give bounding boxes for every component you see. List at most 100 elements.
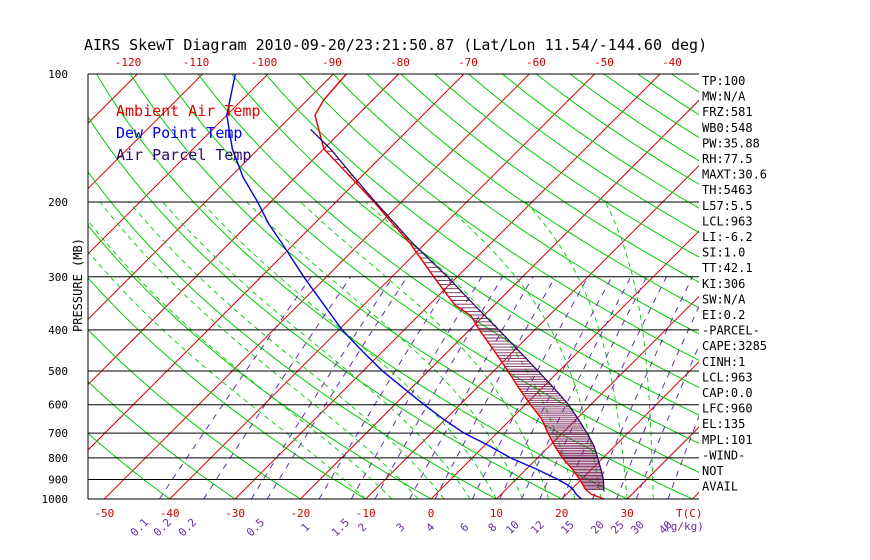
mixing-ratio-label: 1.5 [329,516,352,539]
legend-entry: Dew Point Temp [116,124,242,142]
stability-index-item: AVAIL [702,480,738,494]
mixing-ratio-label: 12 [528,518,547,537]
dry-adiabat-line [163,74,699,473]
top-temp-tick-label: -50 [594,56,614,69]
mixing-ratio-line [667,414,699,499]
isotherm-line [430,230,699,499]
moist-adiabat-line [364,201,576,499]
moist-adiabat-line [604,201,654,499]
mixing-ratio-line [203,276,352,499]
stability-index-item: MW:N/A [702,90,746,104]
stability-index-item: WB0:548 [702,121,753,135]
pressure-tick-label: 1000 [42,493,69,506]
moist-adiabat-line [99,201,419,499]
mixing-ratio-line [318,276,454,499]
mixing-ratio-line [499,276,613,499]
top-temp-tick-label: -90 [322,56,342,69]
stability-index-item: KI:306 [702,277,745,291]
dry-adiabat-line [88,432,171,499]
legend-entry: Ambient Air Temp [116,102,261,120]
mixing-ratio-label: 8 [486,521,500,535]
mixing-ratio-line [521,276,632,499]
stability-index-item: TH:5463 [702,183,753,197]
isotherm-line [88,74,399,386]
stability-index-item: L57:5.5 [702,199,753,213]
stability-index-item: LCL:963 [702,214,753,228]
bottom-temp-tick-label: 20 [555,507,568,520]
isotherm-line [626,426,699,499]
stability-index-item: TP:100 [702,74,745,88]
y-axis-title: PRESSURE (MB) [71,238,85,332]
mixing-ratio-line [374,276,503,499]
bottom-temp-tick-label: 30 [620,507,633,520]
mixing-ratio-line [250,276,394,499]
stability-index-item: NOT [702,464,724,478]
stability-index-item: MAXT:30.6 [702,168,767,182]
moist-adiabat-line [200,201,497,499]
isotherm-line [758,74,870,499]
dry-adiabat-line [88,329,301,499]
chart-title: AIRS SkewT Diagram 2010-09-20/23:21:50.8… [84,36,707,54]
isotherm-line [88,74,334,321]
stability-index-item: MPL:101 [702,433,753,447]
mixing-ratio-label: 10 [503,518,522,537]
moist-adiabat-line [525,201,628,499]
legend: Ambient Air Temp Dew Point Temp Air Parcel… [116,102,261,164]
stability-index-item: -WIND- [702,448,745,462]
mixing-ratio-label: 15 [558,518,577,537]
moist-adiabat-line [128,201,445,499]
dry-adiabat-line [400,74,699,283]
isotherm-line [0,74,7,499]
dry-adiabat-line [468,74,699,233]
isotherm-line [561,361,699,499]
pressure-tick-label: 900 [48,474,68,487]
mixing-ratio-label: 1 [299,521,313,535]
moist-adiabat-line [300,201,550,499]
bottom-temp-tick-label: -40 [160,507,180,520]
isotherm-line [365,165,699,499]
top-temp-tick-label: -80 [390,56,410,69]
dry-adiabat-line [129,74,693,499]
isotherm-line [300,99,699,499]
top-temp-tick-label: -120 [115,56,142,69]
bottom-temp-tick-label: 0 [428,507,435,520]
mixing-ratio-label: 4 [424,520,438,534]
mixing-ratio-line [350,276,483,499]
pressure-tick-label: 700 [48,427,68,440]
top-temp-tick-label: -100 [251,56,278,69]
stability-index-item: LFC:960 [702,402,753,416]
isotherm-line [234,74,661,499]
legend-entry: Air Parcel Temp [116,146,251,164]
pressure-tick-label: 300 [48,271,68,284]
dry-adiabat-line [88,380,236,499]
dry-adiabat-line [88,115,563,499]
pressure-tick-label: 500 [48,365,68,378]
profile-lines [226,74,605,499]
dry-adiabat-line [265,74,699,389]
mixing-ratio-label: 20 [588,518,607,537]
parcel-temp-line [310,128,605,492]
stability-index-item: SW:N/A [702,292,746,306]
top-temp-tick-label: -110 [183,56,210,69]
stability-index-item: CINH:1 [702,355,745,369]
temp-unit-label: T(C) [676,507,703,520]
mixing-ratio-line [266,276,408,499]
pressure-tick-label: 100 [48,68,68,81]
isotherm-line [496,295,699,499]
stability-index-item: SI:1.0 [702,246,745,260]
moist-adiabat-line [246,201,524,499]
isotherm-line [88,74,269,255]
mixing-ratio-label: 2 [356,521,370,535]
pressure-tick-label: 800 [48,452,68,465]
isotherm-line [88,74,465,451]
mixing-ratio-label: 3 [394,521,408,535]
dry-adiabat-line [88,277,366,499]
mixing-ratio-line [158,276,312,499]
dry-adiabat-line [299,74,699,361]
dry-adiabat-line [434,74,699,258]
mixing-ratio-line [409,276,534,499]
stability-index-item: RH:77.5 [702,152,753,166]
